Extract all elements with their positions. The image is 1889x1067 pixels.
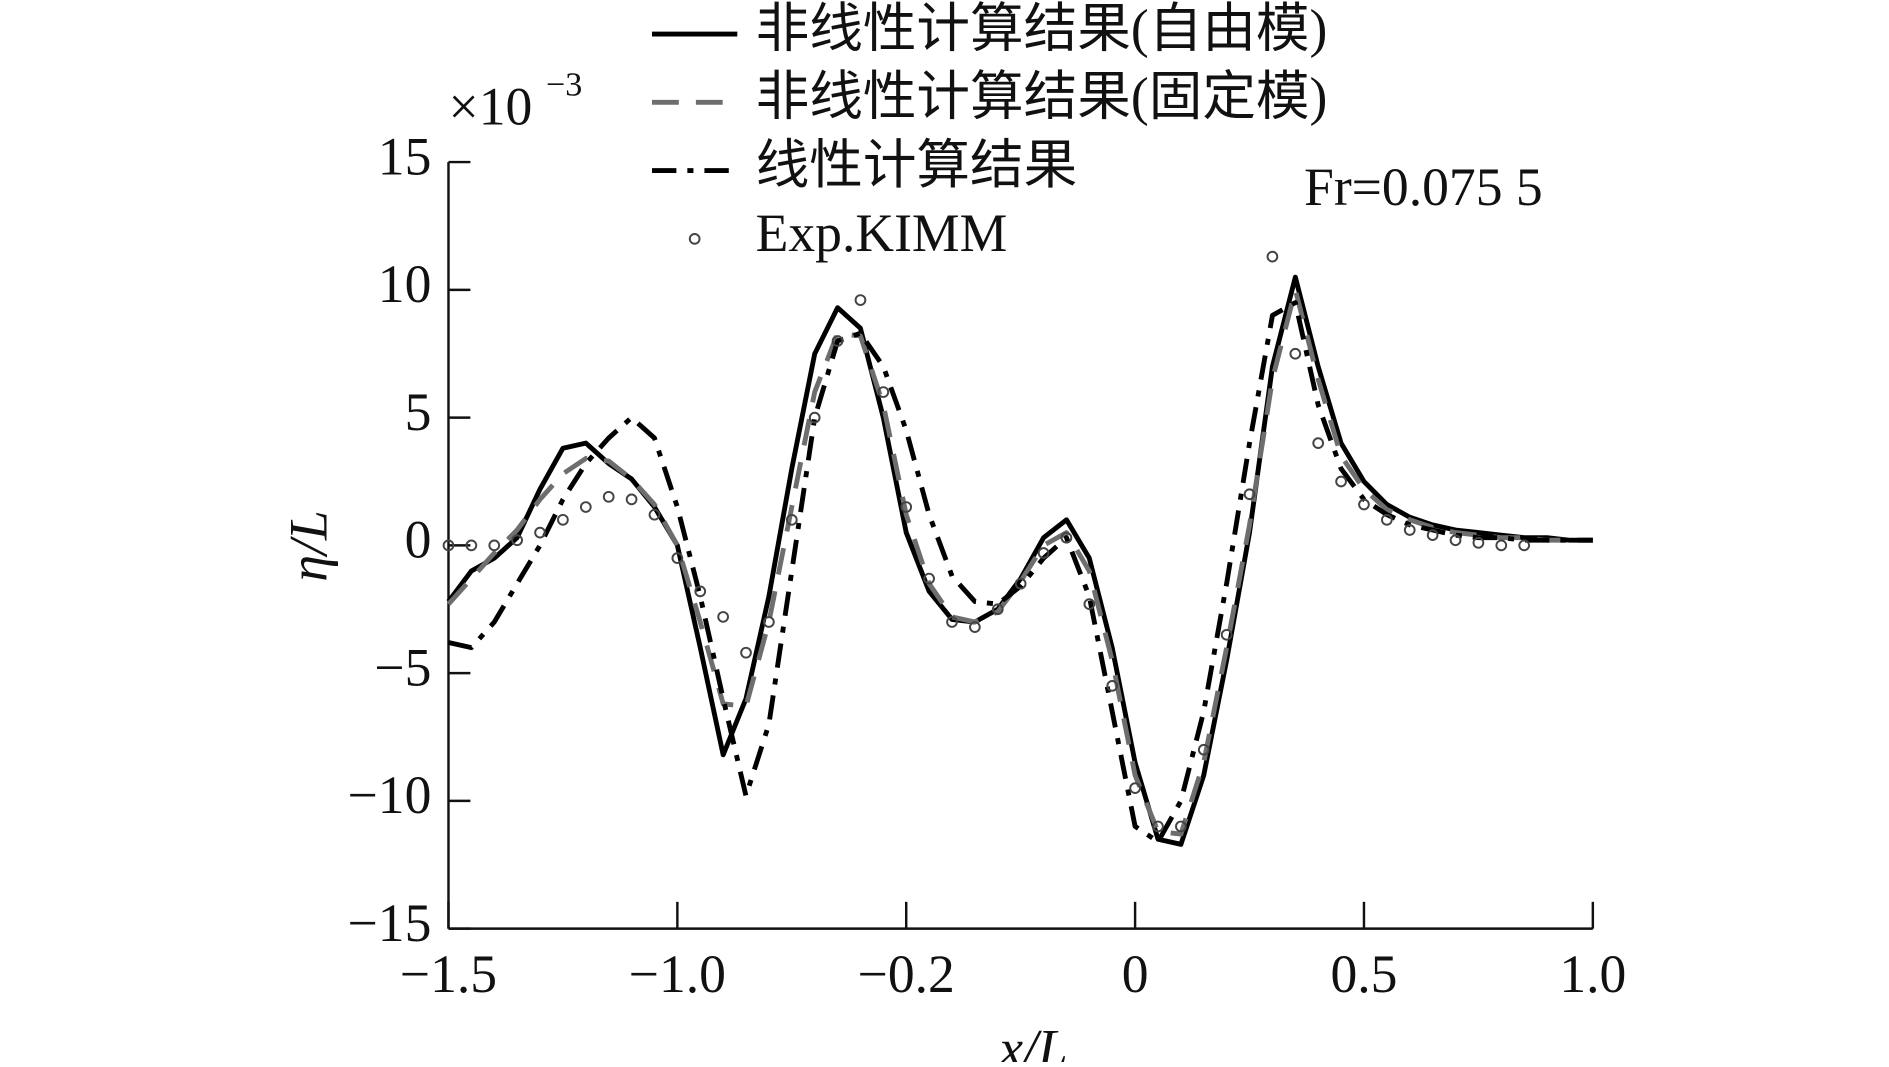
data-point <box>511 534 523 547</box>
x-tick-label: 0.5 <box>1330 944 1397 1004</box>
data-point <box>557 513 569 526</box>
data-point <box>648 508 661 521</box>
y-axis-label: η/L <box>279 510 339 581</box>
x-tick-label: −1.5 <box>400 944 497 1004</box>
data-point <box>900 501 913 513</box>
y-exponent: −3 <box>546 67 582 104</box>
data-point <box>808 411 821 424</box>
data-point <box>991 603 1004 616</box>
y-tick-label: −5 <box>374 637 431 697</box>
data-point <box>854 294 867 306</box>
data-point <box>1243 488 1256 501</box>
data-point <box>1426 529 1439 541</box>
data-point <box>1403 524 1416 536</box>
annotation: Fr=0.075 5 <box>1304 157 1543 217</box>
x-axis-label: x/L <box>998 1018 1068 1062</box>
data-point <box>442 539 455 552</box>
data-point <box>1335 475 1347 488</box>
data-point <box>1518 539 1531 552</box>
data-point <box>831 335 844 347</box>
data-point <box>534 526 546 539</box>
data-point <box>1220 628 1233 641</box>
data-point <box>1083 598 1096 610</box>
data-point <box>625 493 638 506</box>
data-point <box>1358 498 1370 511</box>
data-point <box>1266 250 1279 263</box>
legend-label: 线性计算结果 <box>756 135 1078 195</box>
series-line <box>446 274 1593 847</box>
y-tick-label: 15 <box>378 126 432 186</box>
plot-area: ×10 −3 Fr=0.075 5 x/L η/L −15 −10 −5 0 5 10 15… <box>279 0 1627 1067</box>
data-point <box>671 552 684 564</box>
data-point <box>1197 743 1210 756</box>
data-point <box>1381 513 1393 526</box>
data-point <box>946 616 958 628</box>
data-point <box>1312 437 1325 450</box>
data-point <box>1495 539 1508 552</box>
data-point <box>488 539 501 552</box>
series-line <box>447 300 1593 845</box>
data-point <box>602 490 615 503</box>
data-point <box>1175 820 1187 833</box>
data-point <box>579 501 592 513</box>
data-point <box>877 386 890 398</box>
legend-marker <box>688 233 701 245</box>
y-multiplier: ×10 <box>448 76 532 136</box>
y-tick-label: 5 <box>405 382 432 442</box>
data-point <box>694 585 707 598</box>
x-tick-label: −0.2 <box>858 944 955 1004</box>
data-point <box>1289 347 1302 360</box>
data-point <box>969 621 981 633</box>
data-point <box>465 539 478 552</box>
series-line <box>446 287 1593 837</box>
data-point <box>1037 547 1050 559</box>
legend-label: 非线性计算结果(固定模) <box>756 67 1328 127</box>
x-tick-label: 1.0 <box>1559 944 1626 1004</box>
y-tick-label: −15 <box>348 893 432 953</box>
data-point <box>1449 534 1462 547</box>
data-point <box>1152 820 1164 833</box>
data-point <box>1014 577 1027 590</box>
data-point <box>717 611 729 623</box>
x-tick-label: −1.0 <box>629 944 726 1004</box>
y-tick-label: −10 <box>348 765 432 825</box>
data-point <box>740 646 752 659</box>
y-tick-label: 10 <box>378 254 432 314</box>
data-point <box>1129 782 1141 794</box>
data-point <box>785 513 798 526</box>
x-tick-label: 0 <box>1122 944 1149 1004</box>
data-point <box>1106 680 1119 692</box>
legend-label: 非线性计算结果(自由模) <box>756 0 1328 58</box>
y-tick-label: 0 <box>405 510 432 570</box>
data-point <box>923 572 935 585</box>
data-point <box>763 616 775 628</box>
data-point <box>1472 536 1485 549</box>
data-point <box>1060 531 1073 544</box>
legend-label: Exp.KIMM <box>756 203 1008 263</box>
